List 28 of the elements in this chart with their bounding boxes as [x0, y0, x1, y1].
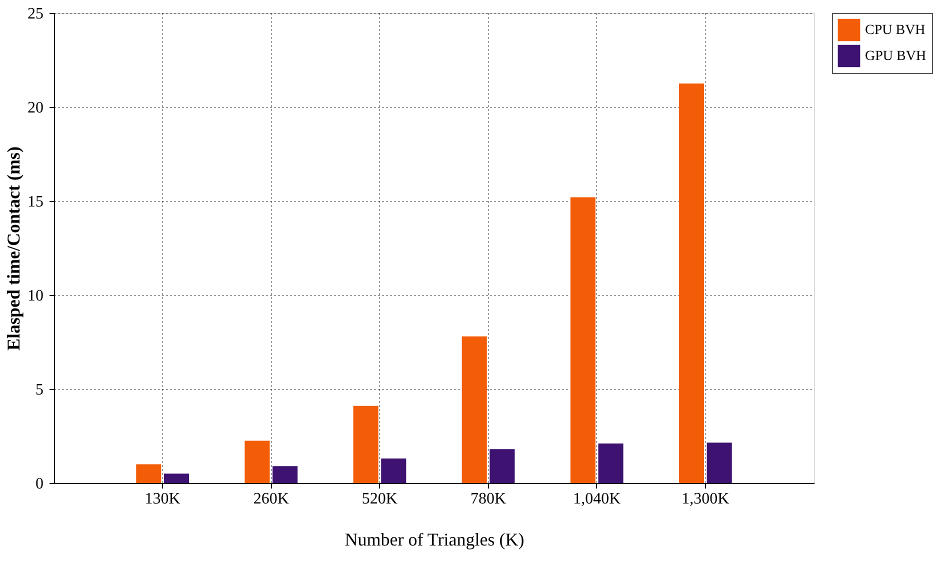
y-tick-label: 0 — [36, 476, 44, 492]
legend-label: CPU BVH — [865, 23, 926, 38]
bar — [353, 406, 378, 483]
bar — [598, 444, 624, 483]
bar — [164, 474, 190, 483]
bar — [678, 84, 704, 483]
bar — [136, 464, 162, 483]
bar — [381, 458, 406, 483]
y-axis-title: Elasped time/Contact (ms) — [4, 146, 24, 350]
bar — [490, 449, 515, 483]
y-tick-label: 15 — [28, 194, 44, 210]
x-tick-label: 1,300K — [682, 490, 730, 508]
x-axis-title: Number of Triangles (K) — [344, 530, 524, 550]
bar — [244, 440, 270, 483]
y-tick-label: 20 — [28, 100, 44, 116]
y-tick-label: 10 — [28, 288, 44, 304]
x-tick-label: 780K — [470, 490, 507, 508]
bar — [462, 336, 487, 483]
bar — [706, 442, 732, 483]
x-tick-label: 130K — [144, 490, 181, 508]
x-tick-label: 260K — [253, 490, 290, 508]
x-tick-label: 1,040K — [573, 490, 622, 508]
legend-label: GPU BVH — [865, 49, 926, 64]
y-tick-label: 5 — [36, 382, 44, 398]
x-tick-label: 520K — [362, 490, 398, 508]
y-tick-label: 25 — [28, 6, 44, 22]
bar — [272, 466, 298, 483]
bar — [570, 197, 596, 483]
